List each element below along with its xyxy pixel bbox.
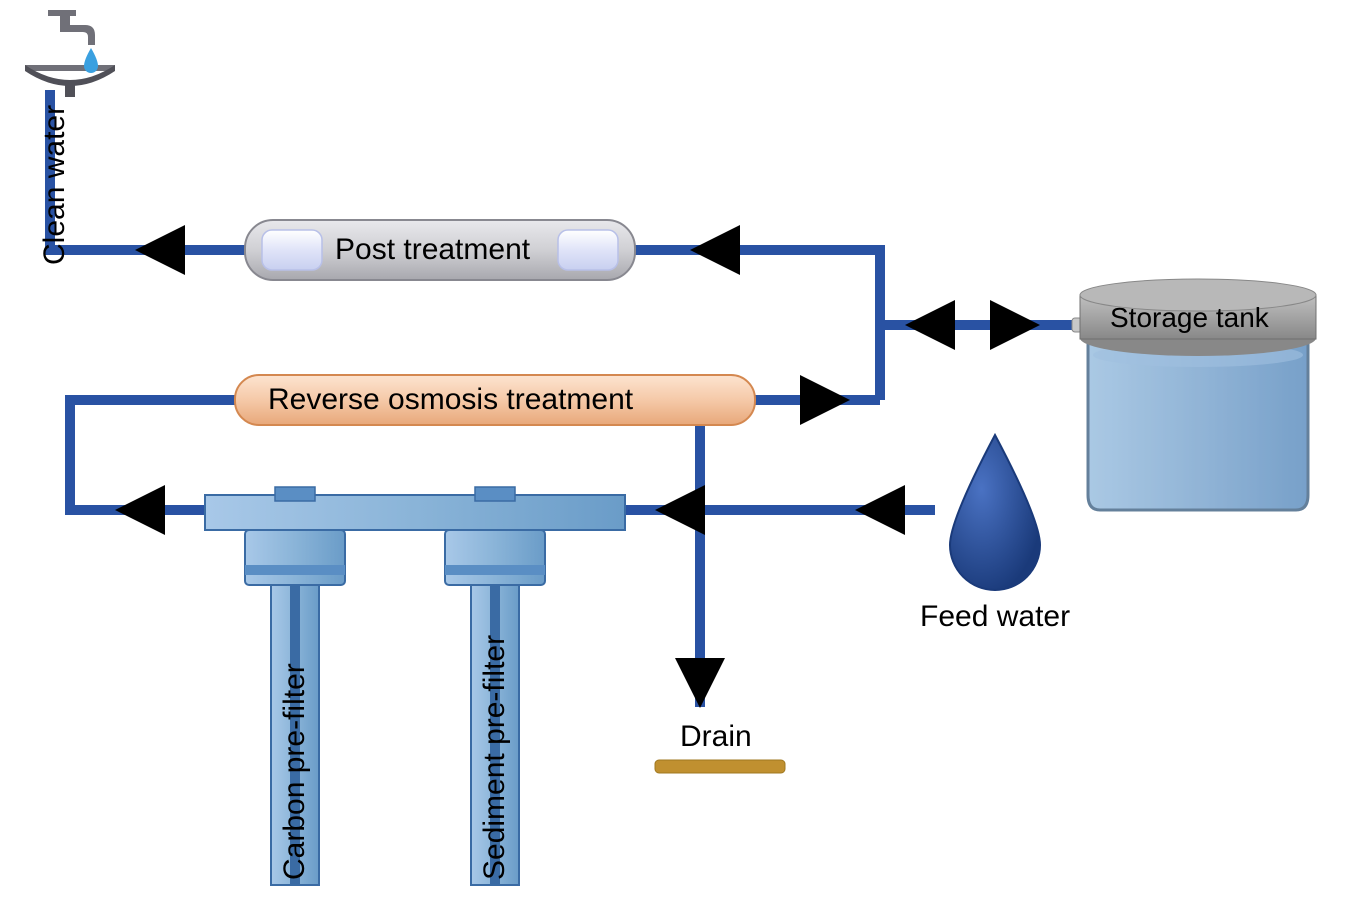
feed-water-label: Feed water [920, 600, 1070, 634]
prefilter-assembly [205, 487, 625, 885]
carbon-prefilter-label: Carbon pre-filter [278, 663, 312, 880]
storage-tank-label: Storage tank [1110, 302, 1269, 334]
faucet-icon [25, 10, 115, 97]
ro-system-diagram: Clean water Post treatment Storage tank … [0, 0, 1358, 903]
drain-bar [655, 760, 785, 773]
feed-water-drop-icon [950, 435, 1040, 590]
drain-label: Drain [680, 720, 752, 754]
reverse-osmosis-label: Reverse osmosis treatment [268, 383, 633, 417]
clean-water-label: Clean water [38, 105, 72, 265]
sediment-prefilter-label: Sediment pre-filter [478, 635, 512, 880]
flow-arrows [115, 225, 1040, 708]
post-treatment-label: Post treatment [335, 233, 530, 267]
